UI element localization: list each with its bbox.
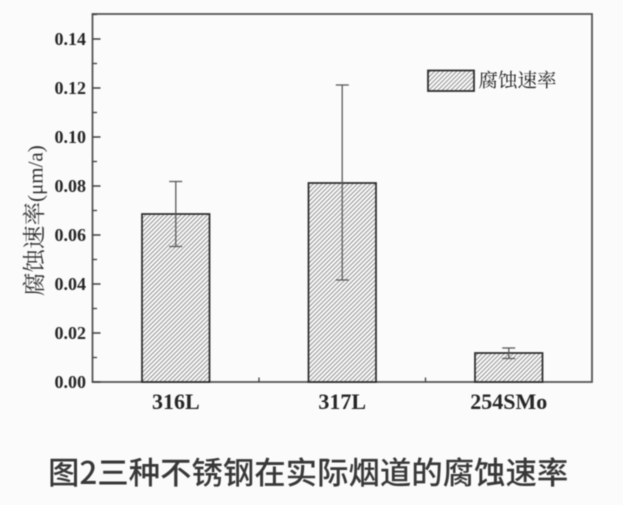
svg-text:0.14: 0.14	[55, 29, 87, 49]
svg-text:254SMo: 254SMo	[470, 389, 547, 414]
svg-text:0.00: 0.00	[55, 372, 87, 392]
svg-text:0.12: 0.12	[55, 78, 87, 98]
svg-text:317L: 317L	[318, 389, 366, 414]
svg-text:0.04: 0.04	[55, 274, 87, 294]
svg-text:0.06: 0.06	[55, 225, 87, 245]
svg-text:0.08: 0.08	[55, 176, 87, 196]
svg-text:316L: 316L	[152, 389, 200, 414]
svg-text:0.10: 0.10	[55, 127, 87, 147]
svg-text:0.02: 0.02	[55, 323, 87, 343]
svg-text:(μm/a): (μm/a)	[24, 145, 48, 202]
